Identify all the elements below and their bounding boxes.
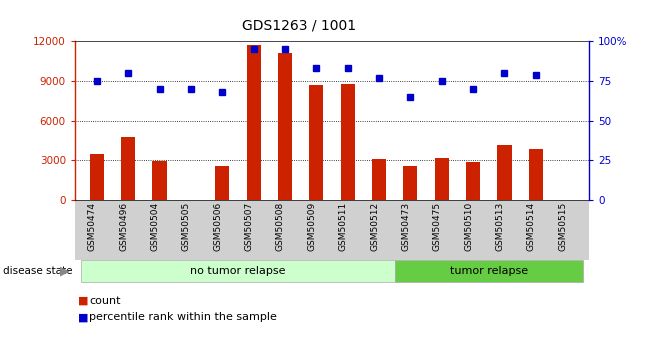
Text: tumor relapse: tumor relapse: [450, 266, 528, 276]
Bar: [309, 85, 324, 200]
Text: GSM50505: GSM50505: [182, 202, 191, 251]
Text: GSM50473: GSM50473: [402, 202, 410, 251]
Text: GSM50506: GSM50506: [214, 202, 222, 251]
Text: ■: ■: [78, 313, 89, 322]
Text: GSM50509: GSM50509: [307, 202, 316, 251]
Text: GSM50514: GSM50514: [527, 202, 536, 251]
Bar: [152, 161, 167, 200]
Bar: [340, 84, 355, 200]
Bar: [529, 148, 543, 200]
Text: GSM50510: GSM50510: [464, 202, 473, 251]
Bar: [247, 45, 260, 200]
Text: GSM50496: GSM50496: [119, 202, 128, 251]
Text: ■: ■: [78, 296, 89, 306]
Text: GSM50507: GSM50507: [245, 202, 254, 251]
Text: count: count: [89, 296, 120, 306]
Bar: [215, 166, 229, 200]
Text: disease state: disease state: [3, 266, 73, 276]
Bar: [466, 162, 480, 200]
Text: ▶: ▶: [61, 265, 70, 278]
Text: GSM50513: GSM50513: [495, 202, 505, 251]
Text: GSM50475: GSM50475: [433, 202, 442, 251]
Bar: [121, 137, 135, 200]
Text: GSM50511: GSM50511: [339, 202, 348, 251]
Text: no tumor relapse: no tumor relapse: [190, 266, 286, 276]
Text: GSM50515: GSM50515: [558, 202, 567, 251]
Bar: [497, 145, 512, 200]
Text: GSM50512: GSM50512: [370, 202, 379, 251]
Bar: [435, 158, 449, 200]
Text: percentile rank within the sample: percentile rank within the sample: [89, 313, 277, 322]
Bar: [278, 53, 292, 200]
Bar: [90, 154, 104, 200]
Bar: [404, 166, 417, 200]
Bar: [372, 159, 386, 200]
Text: GSM50474: GSM50474: [88, 202, 97, 251]
Text: GDS1263 / 1001: GDS1263 / 1001: [242, 19, 357, 33]
Text: GSM50504: GSM50504: [150, 202, 159, 251]
Text: GSM50508: GSM50508: [276, 202, 285, 251]
